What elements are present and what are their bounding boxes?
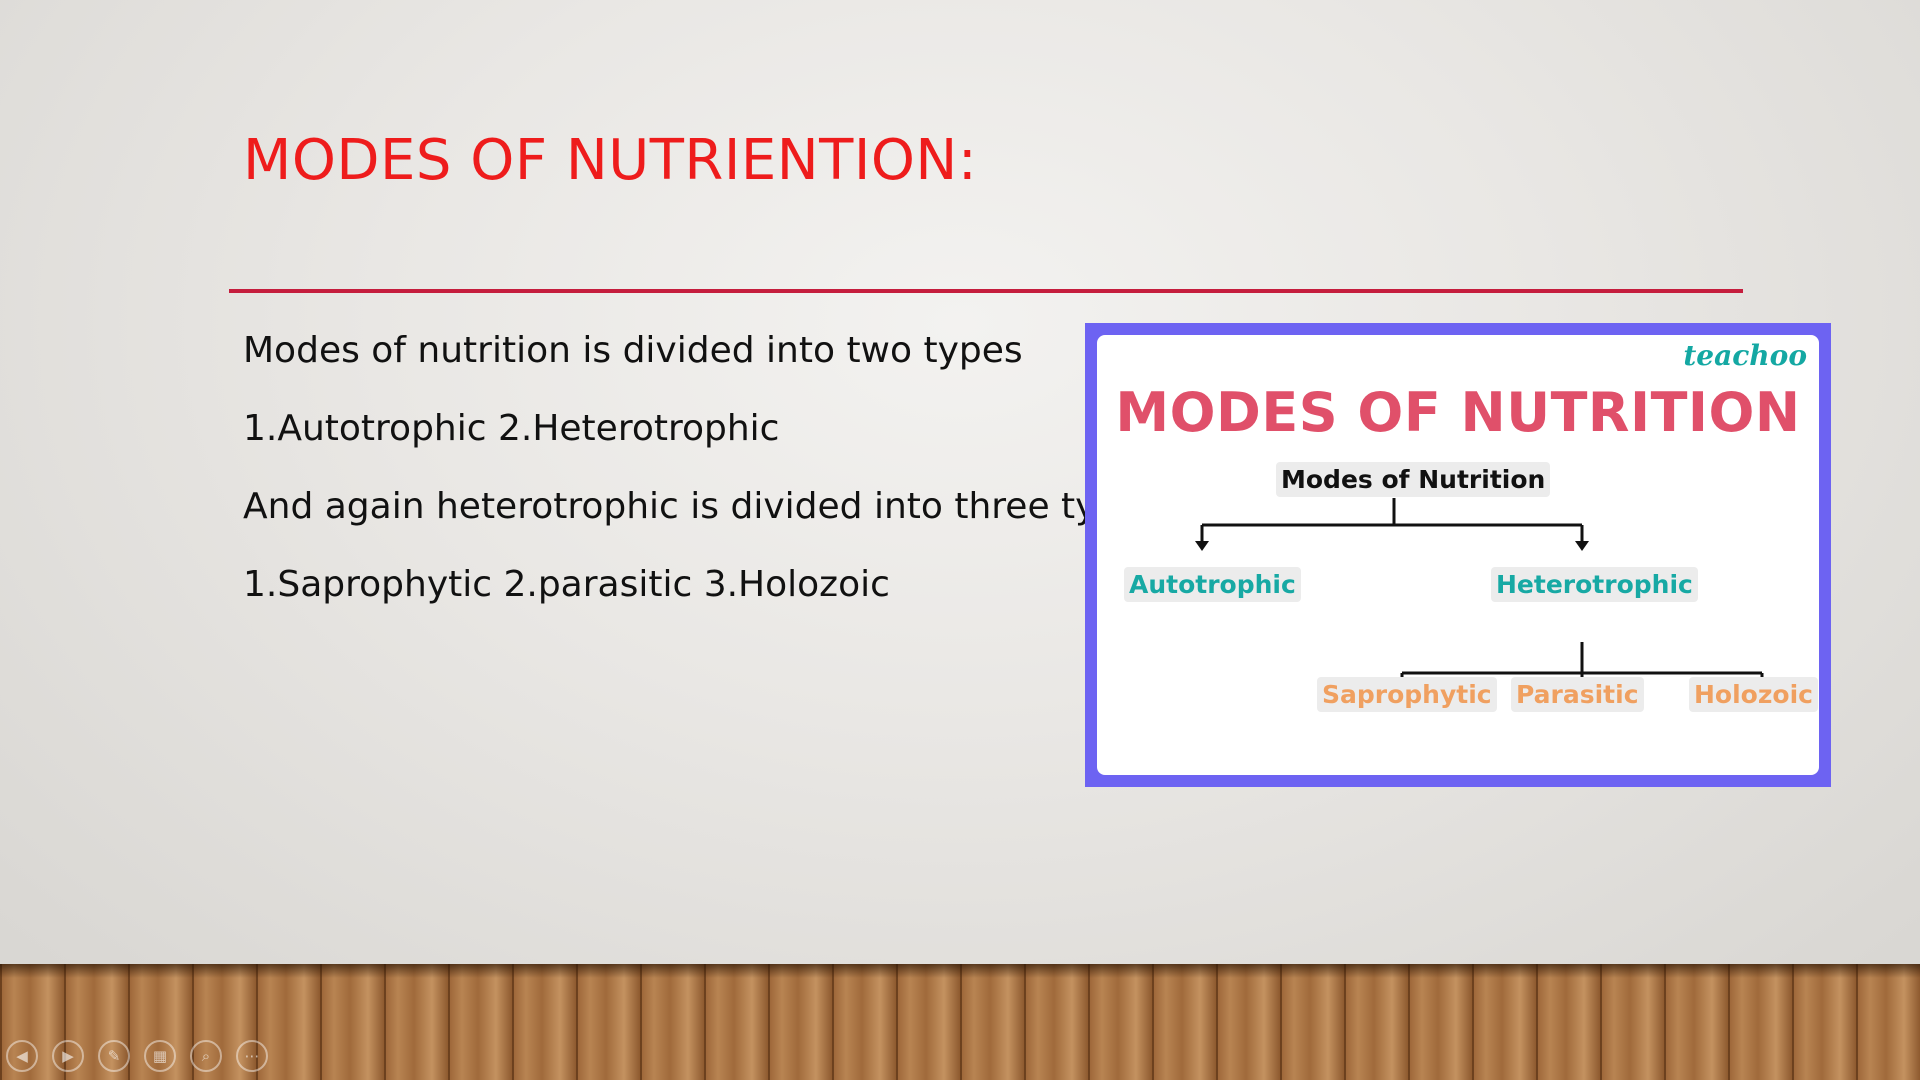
tree-node-heterotrophic: Heterotrophic xyxy=(1491,567,1698,602)
tree-node-parasitic: Parasitic xyxy=(1511,677,1644,712)
body-paragraph: 1.Autotrophic 2.Heterotrophic xyxy=(243,408,780,449)
tree-node-root: Modes of Nutrition xyxy=(1276,462,1551,497)
diagram-title: MODES OF NUTRITION xyxy=(1115,381,1801,444)
nutrition-diagram-image: teachoo MODES OF NUTRITION xyxy=(1085,323,1831,787)
tree-node-holozoic: Holozoic xyxy=(1689,677,1818,712)
body-paragraph: 1.Saprophytic 2.parasitic 3.Holozoic xyxy=(243,564,890,605)
wood-floor-background xyxy=(0,964,1920,1080)
more-options-icon[interactable]: ⋯ xyxy=(236,1040,268,1072)
zoom-icon[interactable]: ⌕ xyxy=(190,1040,222,1072)
presenter-controls: ◀ ▶ ✎ ▦ ⌕ ⋯ xyxy=(6,1040,268,1072)
tree-node-saprophytic: Saprophytic xyxy=(1317,677,1497,712)
next-icon[interactable]: ▶ xyxy=(52,1040,84,1072)
diagram-canvas: teachoo MODES OF NUTRITION xyxy=(1097,335,1819,775)
pen-icon[interactable]: ✎ xyxy=(98,1040,130,1072)
body-paragraph: Modes of nutrition is divided into two t… xyxy=(243,330,1023,371)
title-divider xyxy=(229,289,1743,293)
teachoo-logo: teachoo xyxy=(1683,339,1807,372)
previous-icon[interactable]: ◀ xyxy=(6,1040,38,1072)
slide-title: MODES OF NUTRIENTION: xyxy=(243,128,978,193)
tree-node-autotrophic: Autotrophic xyxy=(1124,567,1301,602)
body-paragraph: And again heterotrophic is divided into … xyxy=(243,486,1161,527)
slides-grid-icon[interactable]: ▦ xyxy=(144,1040,176,1072)
arrowhead xyxy=(1575,541,1589,551)
slide-body: Modes of nutrition is divided into two t… xyxy=(243,330,1160,642)
arrowhead xyxy=(1195,541,1209,551)
